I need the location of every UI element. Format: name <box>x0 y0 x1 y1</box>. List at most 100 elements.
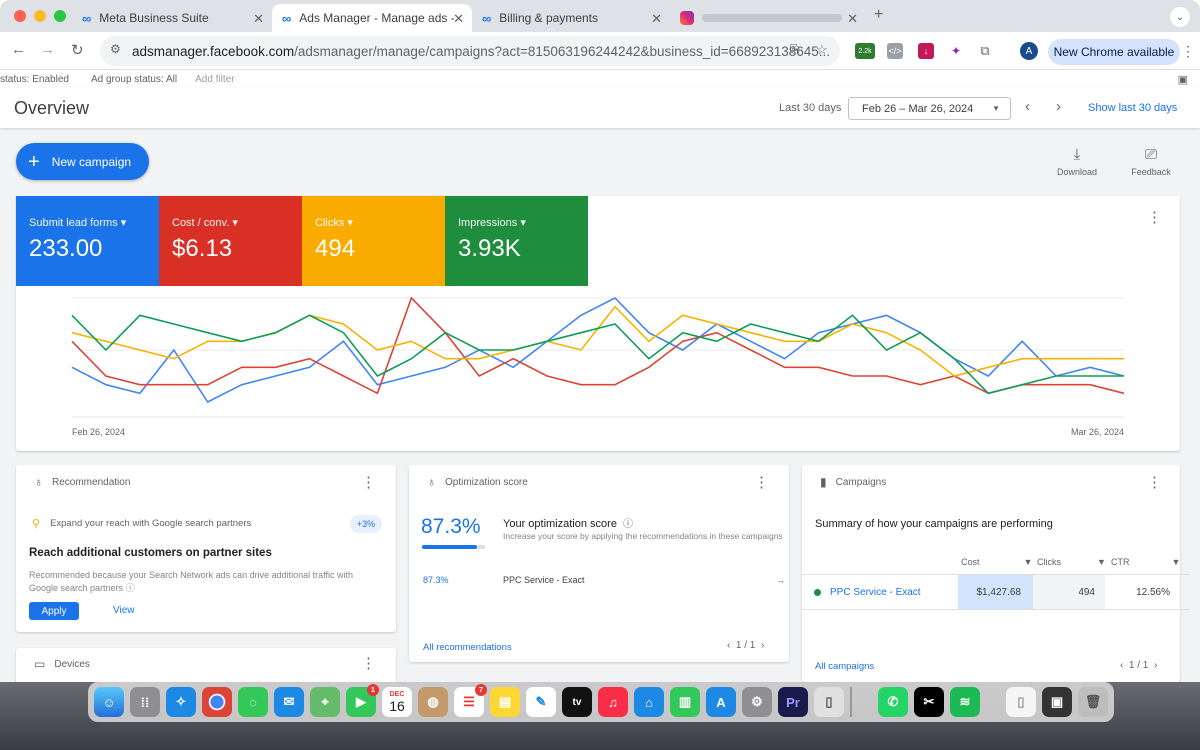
new-chrome-available-button[interactable]: New Chrome available <box>1048 39 1180 65</box>
capcut-icon[interactable]: ✂ <box>914 687 944 717</box>
apply-button[interactable]: Apply <box>29 602 79 620</box>
close-window-button[interactable] <box>14 10 26 22</box>
metric-value: $6.13 <box>172 235 233 262</box>
header-cost[interactable]: Cost ▼ <box>961 557 1032 567</box>
zoom-window-button[interactable] <box>54 10 66 22</box>
extension-badge-count: 2.2k <box>858 47 872 55</box>
table-row[interactable]: PPC Service - Exact $1,427.68 494 12.56% <box>802 574 1190 610</box>
all-campaigns-link[interactable]: All campaigns <box>815 661 875 672</box>
all-recommendations-link[interactable]: All recommendations <box>423 642 512 653</box>
tab-bar: ∞ Meta Business Suite ✕ ∞ Ads Manager - … <box>0 0 1200 32</box>
blurred-tab-label <box>702 14 842 22</box>
music-icon[interactable]: ♫ <box>598 687 628 717</box>
ad-group-status-filter[interactable]: Ad group status: All <box>90 73 178 85</box>
trash-icon[interactable]: 🗑 <box>1078 687 1108 717</box>
chart-more-options-icon[interactable]: ⋮ <box>1147 209 1162 226</box>
new-tab-icon[interactable]: + <box>874 6 884 23</box>
calendar-icon[interactable]: DEC 16 <box>382 687 412 717</box>
feedback-button[interactable]: ⎚ Feedback <box>1126 146 1176 177</box>
apple-tv-icon[interactable]: tv <box>562 687 592 717</box>
date-range-picker[interactable]: Feb 26 – Mar 26, 2024 ▼ <box>848 97 1011 120</box>
devtools-extension-icon[interactable]: </> <box>887 43 903 59</box>
metric-submit-lead-forms[interactable]: Submit lead forms ▾ 233.00 <box>16 196 159 286</box>
next-page-icon[interactable]: › <box>1153 660 1158 671</box>
help-icon[interactable]: ⓘ <box>125 583 135 593</box>
next-period-icon[interactable]: › <box>1056 98 1061 115</box>
recommendation-chip-text: Expand your reach with Google search par… <box>50 517 252 529</box>
minimize-window-button[interactable] <box>34 10 46 22</box>
tab-instagram[interactable]: ✕ <box>670 4 866 32</box>
devices-more-icon[interactable]: ⋮ <box>361 655 376 672</box>
forward-icon[interactable]: → <box>40 41 55 58</box>
reminders-icon[interactable]: ☰ 7 <box>454 684 487 717</box>
profile-avatar[interactable]: A <box>1020 42 1038 60</box>
notes-icon[interactable]: ▤ <box>490 687 520 717</box>
freeform-icon[interactable]: ✎ <box>526 687 556 717</box>
extension-icon[interactable]: ✦ <box>948 43 964 59</box>
bookmark-star-icon[interactable]: ☆ <box>816 42 828 57</box>
spotify-icon[interactable]: ≋ <box>950 687 980 717</box>
metric-cost-per-conv[interactable]: Cost / conv. ▾ $6.13 <box>159 196 302 286</box>
tab-billing-payments[interactable]: ∞ Billing & payments ✕ <box>472 4 670 32</box>
campaigns-more-icon[interactable]: ⋮ <box>1147 474 1162 491</box>
metric-clicks[interactable]: Clicks ▾ 494 <box>302 196 445 286</box>
new-campaign-button[interactable]: + New campaign <box>16 143 149 180</box>
close-tab-icon[interactable]: ✕ <box>453 11 464 26</box>
ads-manager-page: status: Enabled Ad group status: All Add… <box>0 70 1200 682</box>
metric-label: Submit lead forms <box>29 217 118 229</box>
view-link[interactable]: View <box>113 605 135 616</box>
next-page-icon[interactable]: › <box>760 640 765 651</box>
tab-ads-manager[interactable]: ∞ Ads Manager - Manage ads - ✕ <box>272 4 472 32</box>
tab-search-icon[interactable]: ⌄ <box>1170 7 1190 27</box>
numbers-icon[interactable]: ▥ <box>670 687 700 717</box>
prev-page-icon[interactable]: ‹ <box>1120 660 1124 671</box>
mail-icon[interactable]: ✉ <box>274 687 304 717</box>
recommendation-more-icon[interactable]: ⋮ <box>361 474 376 491</box>
iphone-mirroring-icon[interactable]: ▯ <box>814 687 844 717</box>
status-filter[interactable]: status: Enabled <box>0 73 69 85</box>
launchpad-icon[interactable]: ⁞⁞ <box>130 687 160 717</box>
system-settings-icon[interactable]: ⚙ <box>742 687 772 717</box>
close-tab-icon[interactable]: ✕ <box>847 11 858 26</box>
close-tab-icon[interactable]: ✕ <box>651 11 662 26</box>
campaign-name-cell[interactable]: PPC Service - Exact <box>814 575 921 609</box>
screenshot-folder-icon[interactable]: ▣ <box>1042 687 1072 717</box>
close-tab-icon[interactable]: ✕ <box>253 11 264 26</box>
document-icon[interactable]: ▯ <box>1006 687 1036 717</box>
facetime-icon[interactable]: ▶ 1 <box>346 684 379 717</box>
app-store-icon[interactable]: A <box>706 687 736 717</box>
header-clicks[interactable]: Clicks ▼ <box>1037 557 1106 567</box>
maps-icon[interactable]: ⌖ <box>310 687 340 717</box>
download-button[interactable]: ⤓ Download <box>1052 146 1102 177</box>
extensions-puzzle-icon[interactable]: ⧉ <box>977 43 993 59</box>
address-bar[interactable]: adsmanager.facebook.com/adsmanager/manag… <box>100 36 840 66</box>
finder-icon[interactable]: ☺ <box>94 687 124 717</box>
new-chrome-label: New Chrome available <box>1053 45 1175 59</box>
header-clicks-label: Clicks <box>1037 557 1061 567</box>
back-icon[interactable]: ← <box>11 41 26 58</box>
calendar-month: DEC <box>389 690 405 698</box>
help-icon[interactable]: ⓘ <box>622 519 633 530</box>
optimization-more-icon[interactable]: ⋮ <box>754 474 769 491</box>
save-icon[interactable]: ▣ <box>1177 74 1188 86</box>
chrome-menu-icon[interactable]: ⋮ <box>1181 43 1195 59</box>
messages-icon[interactable]: ◌ <box>238 687 268 717</box>
notes-app-icon[interactable]: ◍ <box>418 687 448 717</box>
reload-icon[interactable]: ↻ <box>71 42 84 59</box>
metric-impressions[interactable]: Impressions ▾ 3.93K <box>445 196 588 286</box>
keynote-icon[interactable]: ⌂ <box>634 687 664 717</box>
install-app-icon[interactable]: ⎘ <box>790 42 800 56</box>
tab-meta-business-suite[interactable]: ∞ Meta Business Suite ✕ <box>72 4 272 32</box>
show-last-30-days-link[interactable]: Show last 30 days <box>1088 102 1178 114</box>
safari-icon[interactable]: ✧ <box>166 687 196 717</box>
previous-period-icon[interactable]: ‹ <box>1025 98 1030 115</box>
header-ctr[interactable]: CTR ▼ <box>1111 557 1180 567</box>
whatsapp-icon[interactable]: ✆ <box>878 687 908 717</box>
download-extension-icon[interactable]: ↓ <box>918 43 934 59</box>
premiere-pro-icon[interactable]: Pr <box>778 687 808 717</box>
site-info-icon[interactable]: ⚙ <box>110 42 121 56</box>
add-filter-button[interactable]: Add filter <box>195 73 235 85</box>
chrome-icon[interactable] <box>202 687 232 717</box>
prev-page-icon[interactable]: ‹ <box>727 640 731 651</box>
extension-badge-icon[interactable]: 2.2k <box>855 43 875 59</box>
